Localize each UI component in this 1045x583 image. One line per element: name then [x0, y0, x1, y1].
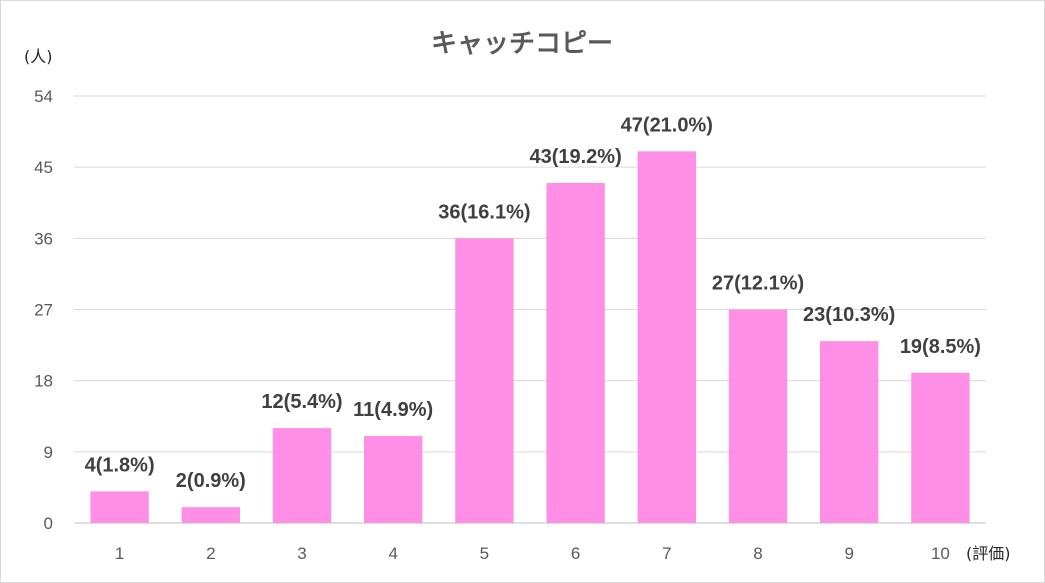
x-tick-label: 7: [662, 544, 671, 563]
bar: [272, 428, 332, 523]
bars: [90, 151, 970, 524]
y-tick-label: 0: [44, 514, 53, 533]
bar: [90, 491, 149, 523]
y-tick-label: 45: [34, 158, 53, 177]
bar: [637, 151, 696, 523]
data-label: 27(12.1%): [712, 273, 804, 295]
y-tick-label: 9: [44, 443, 53, 462]
bar: [820, 341, 879, 523]
y-tick-label: 27: [34, 301, 53, 320]
x-tick-label: 2: [206, 544, 215, 563]
data-label: 23(10.3%): [803, 304, 895, 326]
x-tick-label: 9: [844, 544, 853, 563]
data-label: 36(16.1%): [438, 201, 530, 223]
bar: [911, 372, 970, 523]
x-tick-label: 10: [931, 544, 950, 563]
bar: [181, 507, 240, 523]
chart-title: キャッチコピー: [431, 29, 613, 59]
y-axis-unit: (人): [24, 47, 53, 66]
y-tick-label: 54: [34, 87, 53, 106]
x-tick-label: 5: [480, 544, 489, 563]
x-tick-label: 1: [115, 544, 124, 563]
data-label: 2(0.9%): [176, 470, 246, 492]
data-label: 19(8.5%): [900, 336, 981, 358]
data-labels: 4(1.8%) 2(0.9%) 12(5.4%) 11(4.9%) 36(16.1%) 4…: [85, 114, 981, 492]
bar: [728, 309, 788, 523]
x-axis-unit: (評価): [966, 544, 1011, 563]
data-label: 4(1.8%): [85, 454, 155, 476]
x-tick-label: 3: [297, 544, 306, 563]
data-label: 12(5.4%): [261, 391, 342, 413]
y-tick-label: 36: [34, 229, 53, 248]
x-tick-label: 4: [388, 544, 397, 563]
data-label: 47(21.0%): [621, 114, 713, 136]
data-label: 11(4.9%): [353, 399, 433, 421]
y-axis-ticks: 0 9 18 27 36 45 54: [34, 87, 53, 533]
y-tick-label: 18: [34, 372, 53, 391]
x-tick-label: 6: [571, 544, 580, 563]
data-label: 43(19.2%): [529, 146, 621, 168]
x-tick-label: 8: [753, 544, 762, 563]
x-axis-ticks: 1 2 3 4 5 6 7 8 9 10: [115, 544, 950, 563]
bar: [546, 182, 605, 523]
bar: [364, 436, 423, 523]
bar: [455, 238, 514, 524]
